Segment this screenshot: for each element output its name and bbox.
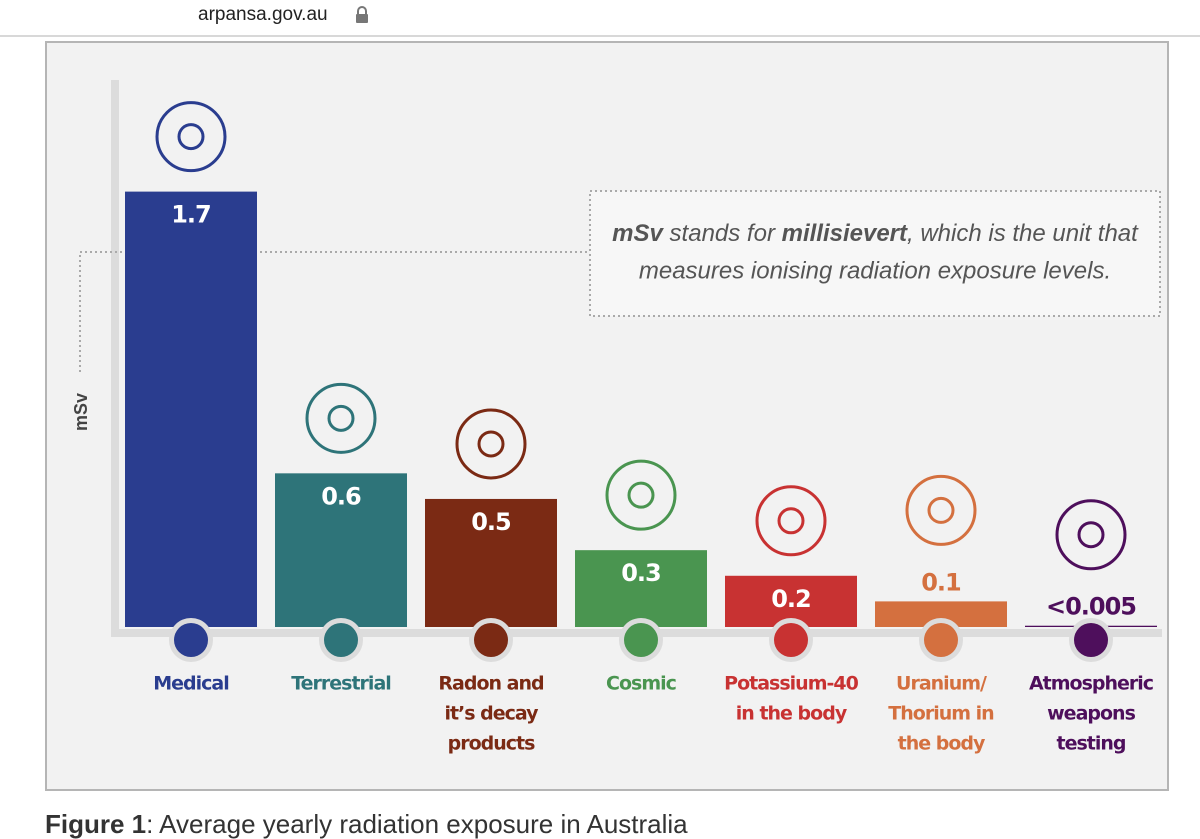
category-icon <box>755 485 827 557</box>
x-tick-label: Atmospheric <box>1029 673 1153 695</box>
lock-icon <box>356 6 368 23</box>
url: arpansa.gov.au <box>198 4 328 25</box>
note-box <box>589 190 1161 317</box>
caption: Figure 1: Average yearly radiation expos… <box>45 809 688 839</box>
x-tick-label: Cosmic <box>606 673 676 695</box>
note-text: stands for <box>670 220 776 247</box>
x-tick-label: Terrestrial <box>291 673 391 695</box>
icon-shape <box>305 382 377 454</box>
category-icon <box>905 474 977 546</box>
x-tick-label: weapons <box>1047 703 1135 725</box>
icon-shape <box>755 485 827 557</box>
value-label: 1.7 <box>171 201 211 229</box>
address-bar <box>0 0 1200 36</box>
value-label: 0.1 <box>921 568 961 596</box>
note-line: mSv stands for millisievert, which is th… <box>612 220 1139 247</box>
icon-shape <box>1055 499 1127 571</box>
x-tick-label: testing <box>1057 733 1126 755</box>
caption-label: Figure 1 <box>45 809 146 839</box>
icon-shape <box>327 404 355 432</box>
x-tick-label: it’s decay <box>444 703 539 725</box>
x-tick-label: the body <box>898 733 986 755</box>
icon-shape <box>777 507 805 535</box>
icon-shape <box>177 123 205 151</box>
x-tick-label: Medical <box>153 673 229 695</box>
value-label: 0.5 <box>471 508 511 536</box>
category-icon <box>455 408 527 480</box>
category-dot <box>1074 623 1108 657</box>
x-tick-label: in the body <box>736 703 848 725</box>
icon-shape <box>927 496 955 524</box>
note-term: millisievert <box>782 220 908 247</box>
icon-shape <box>155 101 227 173</box>
category-icon <box>1055 499 1127 571</box>
leader-line <box>79 251 590 372</box>
value-label: 0.3 <box>621 559 661 587</box>
note-text: , which is the unit that <box>907 220 1139 247</box>
note-text: measures ionising radiation exposure lev… <box>639 257 1111 284</box>
value-label: 0.6 <box>321 482 361 510</box>
x-tick-label: Radon and <box>438 673 543 695</box>
category-dot <box>324 623 358 657</box>
x-tick-label: Thorium in <box>888 703 994 725</box>
icon-shape <box>1077 521 1105 549</box>
category-icon <box>305 382 377 454</box>
y-axis-label: mSv <box>71 393 91 431</box>
value-label: 0.2 <box>771 585 811 613</box>
category-dot <box>924 623 958 657</box>
category-icon <box>155 101 227 173</box>
category-dot <box>174 623 208 657</box>
category-dot <box>624 623 658 657</box>
bar <box>575 550 707 627</box>
x-tick-label: Uranium/ <box>896 673 987 695</box>
category-dot <box>774 623 808 657</box>
icon-shape <box>477 430 505 458</box>
x-tick-label: Potassium-40 <box>724 673 858 695</box>
value-label: <0.005 <box>1046 593 1136 621</box>
category-dot <box>474 623 508 657</box>
caption-text: : Average yearly radiation exposure in A… <box>146 809 688 839</box>
x-tick-label: products <box>448 733 535 755</box>
icon-shape <box>627 481 655 509</box>
icon-shape <box>605 459 677 531</box>
note-term: mSv <box>612 220 664 247</box>
category-icon <box>605 459 677 531</box>
bar <box>275 473 407 627</box>
icon-shape <box>905 474 977 546</box>
icon-shape <box>455 408 527 480</box>
bar <box>425 498 557 627</box>
bar <box>125 191 257 627</box>
